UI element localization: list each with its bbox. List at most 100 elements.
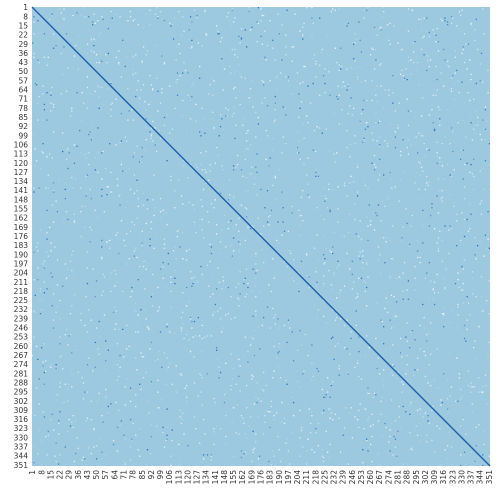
heatmap-cell (129, 188, 132, 191)
heatmap-cell (274, 119, 277, 121)
heatmap-cell (281, 348, 283, 350)
heatmap-cell (82, 398, 85, 400)
heatmap-cell (110, 191, 112, 193)
heatmap-cell (321, 412, 323, 414)
heatmap-cell (152, 199, 154, 201)
heatmap-cell (110, 115, 112, 117)
heatmap-cell (300, 344, 303, 346)
heatmap-cell (358, 38, 360, 40)
heatmap-cell (227, 109, 230, 111)
heatmap-cell (225, 314, 227, 316)
heatmap-cell (324, 82, 326, 85)
heatmap-cell (299, 225, 301, 227)
heatmap-cell (265, 212, 267, 214)
heatmap-cell (402, 298, 404, 300)
heatmap-cell (32, 354, 34, 357)
heatmap-cell (197, 316, 200, 319)
heatmap-cell (298, 93, 300, 95)
heatmap-cell (269, 80, 271, 82)
heatmap-cell (149, 24, 151, 26)
heatmap-cell (375, 112, 377, 115)
heatmap-cell (347, 84, 350, 86)
heatmap-cell (444, 225, 446, 227)
heatmap-cell (458, 286, 460, 289)
heatmap-cell (125, 233, 128, 235)
heatmap-cell (296, 370, 299, 372)
heatmap-cell (312, 58, 314, 60)
heatmap-cell (101, 258, 103, 260)
heatmap-cell (251, 378, 253, 380)
heatmap-cell (414, 116, 416, 119)
heatmap-cell (268, 224, 270, 226)
heatmap-cell (363, 137, 365, 140)
heatmap-cell (285, 114, 287, 116)
heatmap-cell (90, 139, 93, 141)
heatmap-cell (141, 61, 143, 64)
heatmap-cell (170, 276, 172, 278)
heatmap-cell (231, 378, 233, 380)
heatmap-cell (140, 237, 142, 239)
heatmap-cell (129, 400, 132, 402)
heatmap-cell (415, 69, 417, 72)
heatmap-cell (209, 84, 211, 86)
heatmap-cell (93, 429, 95, 431)
heatmap-cell (265, 59, 267, 61)
x-tick-label: 29 (65, 470, 74, 480)
heatmap-cell (351, 273, 353, 276)
heatmap-cell (193, 281, 196, 283)
heatmap-cell (90, 418, 93, 421)
heatmap-cell (247, 58, 249, 60)
heatmap-cell (362, 262, 364, 264)
heatmap-cell (46, 288, 48, 290)
heatmap-cell (229, 20, 231, 22)
heatmap-cell (82, 382, 85, 384)
heatmap-cell (245, 268, 248, 270)
heatmap-cell (152, 140, 154, 142)
heatmap-cell (65, 277, 68, 279)
heatmap-cell (396, 315, 398, 317)
heatmap-cell (111, 191, 113, 193)
heatmap-cell (107, 27, 109, 30)
heatmap-cell (219, 41, 222, 43)
heatmap-cell (285, 54, 287, 56)
heatmap-cell (213, 443, 215, 446)
heatmap-cell (144, 260, 146, 262)
heatmap-cell (334, 9, 337, 11)
heatmap-cell (449, 143, 451, 145)
heatmap-cell (349, 105, 351, 107)
heatmap-cell (397, 430, 399, 432)
heatmap-cell (101, 415, 103, 417)
heatmap-cell (272, 307, 274, 310)
heatmap-cell (62, 17, 64, 19)
heatmap-cell (157, 17, 159, 19)
heatmap-cell (58, 422, 60, 425)
heatmap-cell (262, 81, 265, 83)
heatmap-cell (116, 379, 119, 381)
heatmap-cell (110, 81, 112, 83)
heatmap-cell (317, 422, 320, 425)
heatmap-cell (226, 200, 228, 202)
heatmap-cell (403, 262, 406, 264)
heatmap-cell (43, 33, 46, 35)
heatmap-cell (431, 207, 433, 209)
heatmap-cell (232, 106, 235, 108)
heatmap-cell (180, 374, 183, 376)
heatmap-cell (176, 235, 179, 238)
heatmap-cell (333, 153, 335, 155)
heatmap-cell (487, 211, 489, 213)
heatmap-cell (84, 205, 86, 208)
heatmap-cell (346, 129, 348, 132)
heatmap-cell (432, 289, 434, 291)
heatmap-cell (419, 413, 421, 415)
heatmap-cell (76, 12, 78, 14)
heatmap-cell (366, 439, 368, 442)
heatmap-cell (201, 218, 203, 221)
heatmap-cell (222, 89, 224, 91)
heatmap-cell (385, 297, 387, 299)
heatmap-cell (306, 254, 308, 256)
heatmap-cell (422, 242, 424, 244)
heatmap-cell (322, 282, 325, 285)
heatmap-cell (35, 387, 38, 389)
heatmap-cell (204, 169, 206, 171)
